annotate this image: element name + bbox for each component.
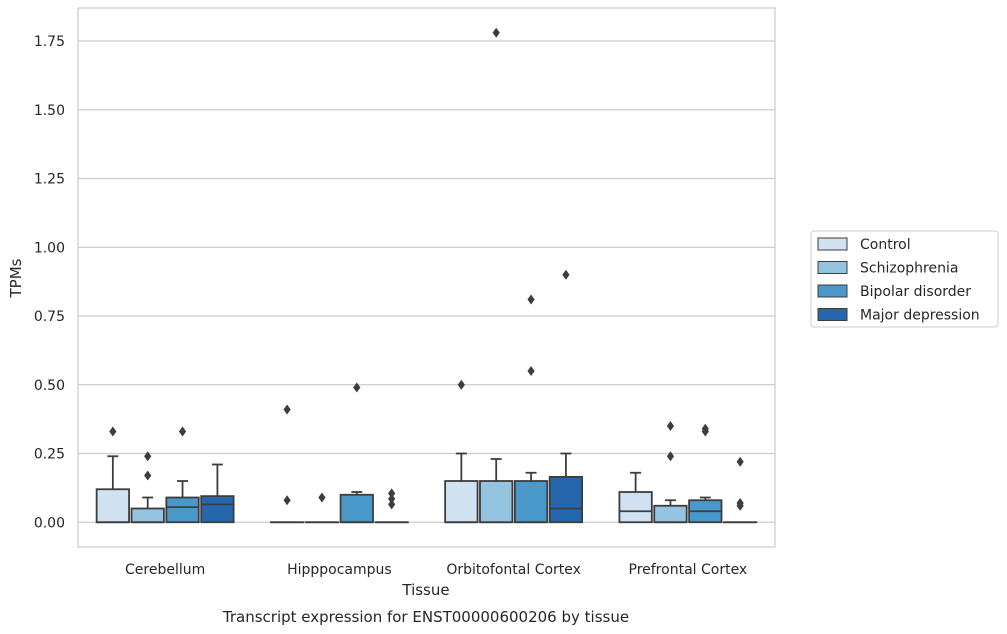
legend-frame <box>810 230 999 328</box>
legend-swatch <box>817 261 848 274</box>
box <box>339 493 374 524</box>
outlier-point <box>178 426 187 437</box>
box <box>479 480 514 524</box>
y-tick-label: 1.25 <box>34 172 65 188</box>
box <box>200 495 235 524</box>
x-tick-label: Hipppocampus <box>287 562 392 578</box>
outlier-point <box>388 493 396 504</box>
outlier-point <box>109 426 117 437</box>
outlier-point <box>353 382 361 393</box>
y-tick-label: 1.50 <box>34 103 65 119</box>
box <box>653 504 688 524</box>
legend: Control Schizophrenia Bipolar disorder Majo… <box>810 230 999 328</box>
legend-swatch <box>817 284 848 298</box>
legend-label: Major depression <box>860 308 980 324</box>
box <box>618 491 653 524</box>
box-group-hipppocampus <box>269 382 409 524</box>
grid-lines <box>78 40 775 523</box>
outlier-point <box>527 366 535 376</box>
outlier-point <box>457 379 465 390</box>
y-axis-title: TPMs <box>7 258 25 298</box>
legend-label: Schizophrenia <box>860 261 958 277</box>
chart-caption: Transcript expression for ENST0000060020… <box>222 608 629 626</box>
outlier-point <box>144 470 152 481</box>
y-tick-label: 0.75 <box>34 309 65 325</box>
legend-label: Control <box>860 237 911 253</box>
outlier-point <box>492 27 500 38</box>
legend-swatch <box>817 308 848 321</box>
box <box>444 480 479 524</box>
box <box>513 480 549 524</box>
x-axis-title: Tissue <box>401 581 449 599</box>
box <box>548 475 584 524</box>
outlier-point <box>666 421 675 431</box>
box-group-orbitofontal-cortex <box>444 27 584 524</box>
x-tick-label: Prefrontal Cortex <box>629 562 748 578</box>
outlier-point <box>283 495 291 506</box>
outlier-point <box>144 451 152 462</box>
box <box>130 507 165 524</box>
outlier-point <box>388 499 396 510</box>
y-tick-label: 1.75 <box>34 34 65 50</box>
legend-label: Bipolar disorder <box>860 284 971 300</box>
outlier-point <box>736 500 744 511</box>
outlier-point <box>736 456 744 467</box>
outlier-point <box>666 451 675 462</box>
x-tick-label: Cerebellum <box>125 562 205 578</box>
y-tick-label: 0.25 <box>34 447 65 463</box>
plot-background <box>78 8 775 547</box>
outlier-point <box>701 426 709 437</box>
box <box>95 488 130 524</box>
y-tick-label: 0.50 <box>34 378 65 394</box>
plot-frame <box>77 7 776 548</box>
outlier-point <box>562 269 570 280</box>
box-group-prefrontal-cortex <box>618 421 758 524</box>
y-tick-label: 1.00 <box>34 240 65 256</box>
box-group-cerebellum <box>95 426 235 524</box>
y-tick-label: 0.00 <box>34 515 65 531</box>
box <box>165 496 200 524</box>
outlier-point <box>283 404 291 415</box>
x-tick-label: Orbitofontal Cortex <box>446 562 581 578</box>
outlier-point <box>388 488 396 499</box>
y-tick-labels: 0.00 0.25 0.50 0.75 1.00 1.25 1.50 1.75 <box>34 34 65 531</box>
outlier-point <box>527 294 535 305</box>
legend-swatch <box>817 237 848 251</box>
outlier-point <box>318 492 326 503</box>
box-groups <box>95 27 758 524</box>
x-tick-labels: Cerebellum Hipppocampus Orbitofontal Corte… <box>125 562 747 578</box>
